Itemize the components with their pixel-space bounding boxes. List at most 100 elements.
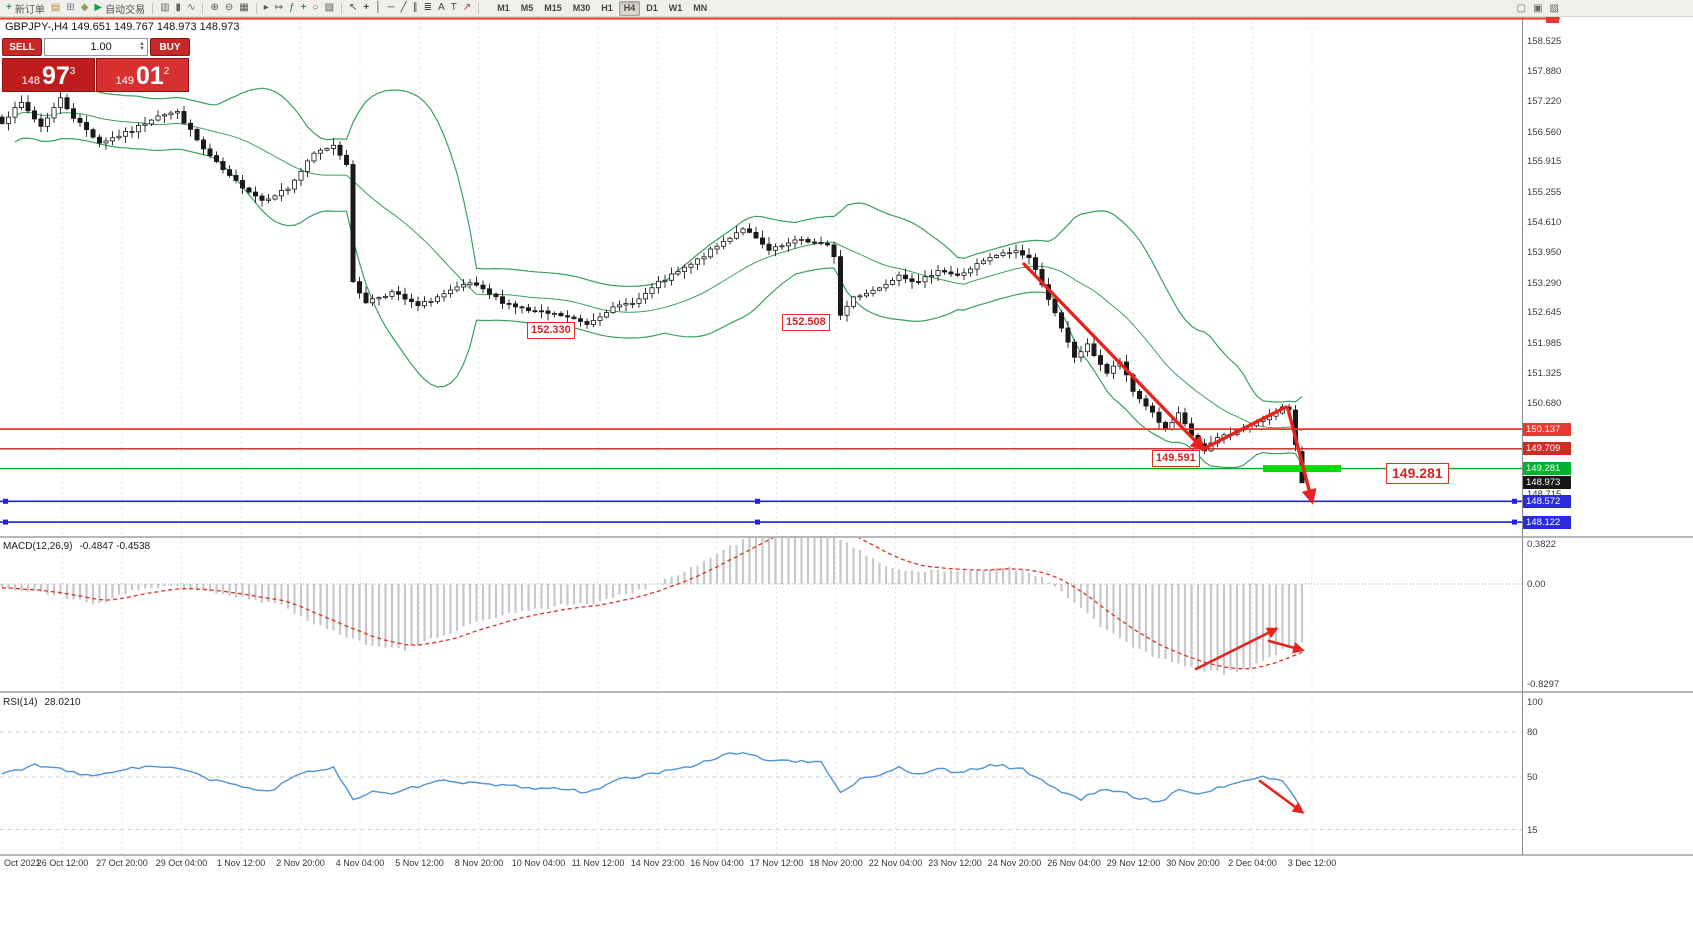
- price-annotation[interactable]: 152.508: [782, 314, 830, 331]
- time-axis-label: 2 Dec 04:00: [1228, 858, 1277, 868]
- trendline-icon[interactable]: ╱: [399, 1, 409, 15]
- timeframe-m5[interactable]: M5: [520, 2, 534, 13]
- time-axis-label: 3 Dec 12:00: [1287, 858, 1337, 868]
- rsi-axis-value: 80: [1527, 727, 1538, 738]
- price-tag[interactable]: 149.281: [1523, 462, 1571, 476]
- timeframe-mn[interactable]: MN: [693, 2, 708, 13]
- timeframe-d1[interactable]: D1: [646, 2, 658, 13]
- clipped-line-marker[interactable]: [1546, 12, 1559, 23]
- rsi-name: RSI(14): [3, 697, 38, 708]
- price-tag[interactable]: 148.973: [1523, 476, 1571, 490]
- volume-value: 1.00: [90, 41, 112, 53]
- horizontal-line-icon: ─: [387, 2, 395, 13]
- timeframe-m15[interactable]: M15: [544, 2, 562, 13]
- sell-price-button[interactable]: 148 97 3: [2, 58, 95, 92]
- zoom-in-icon[interactable]: ⊕: [208, 1, 220, 15]
- time-axis-label: 2 Nov 20:00: [276, 858, 325, 868]
- macd-signal-line: [1, 538, 1303, 670]
- price-tag[interactable]: 148.122: [1523, 515, 1571, 529]
- crosshair-icon[interactable]: +: [361, 1, 371, 15]
- buy-price-whole: 149: [115, 75, 134, 87]
- window-list-icon[interactable]: ▢: [1516, 2, 1527, 14]
- tick-chart-icon[interactable]: ▤: [49, 1, 62, 15]
- price-tag[interactable]: 150.137: [1523, 422, 1571, 436]
- trend-arrows[interactable]: [1022, 262, 1317, 814]
- time-axis-label: 30 Nov 20:00: [1166, 858, 1220, 868]
- buy-price-button[interactable]: 149 01 2: [96, 58, 189, 92]
- sell-price-pips: 97: [41, 62, 70, 90]
- price-annotation[interactable]: 152.330: [527, 322, 575, 339]
- auto-trading-button[interactable]: ▶ 自动交易: [92, 1, 147, 16]
- tick-chart-icon: ▤: [50, 2, 61, 13]
- strategy-tester-icon[interactable]: ▧: [1549, 2, 1559, 14]
- periods-icon: ○: [312, 2, 319, 13]
- price-annotation[interactable]: 149.281: [1386, 463, 1449, 484]
- text-label-icon[interactable]: T: [449, 1, 459, 15]
- text-icon[interactable]: A: [436, 1, 447, 15]
- macd-axis-value: 0.3822: [1527, 539, 1557, 550]
- price-tick: 151.985: [1527, 337, 1562, 349]
- horizontal-line-icon[interactable]: ─: [386, 1, 397, 15]
- templates-icon[interactable]: ▨: [323, 1, 336, 15]
- channel-icon: ∥: [412, 2, 418, 13]
- bars-chart-icon[interactable]: ▥: [158, 1, 171, 15]
- time-axis-label: 27 Oct 20:00: [96, 858, 148, 868]
- spinner-down-icon[interactable]: ▼: [139, 46, 145, 52]
- auto-trading-button-label: 自动交易: [105, 4, 146, 16]
- auto-scroll-icon[interactable]: ▸: [262, 1, 271, 15]
- one-click-trading-panel: SELL 1.00 ▲ ▼ BUY 148 97 3 149 01 2: [2, 38, 190, 92]
- timeframe-w1[interactable]: W1: [668, 2, 683, 13]
- text-icon: A: [438, 2, 445, 13]
- arrow-tool-icon[interactable]: ↗: [461, 1, 473, 15]
- buy-button[interactable]: BUY: [150, 38, 190, 56]
- zoom-out-icon[interactable]: ⊖: [223, 1, 235, 15]
- sell-price-whole: 148: [21, 75, 40, 87]
- chart-shift-icon[interactable]: ↦: [273, 1, 285, 15]
- price-tick: 155.255: [1527, 186, 1562, 198]
- price-tag[interactable]: 149.709: [1523, 442, 1571, 456]
- price-tag[interactable]: 148.572: [1523, 494, 1571, 508]
- sell-button[interactable]: SELL: [2, 38, 42, 56]
- timeframe-h4[interactable]: H4: [618, 0, 641, 16]
- time-axis-label: 26 Oct 12:00: [36, 858, 89, 868]
- vertical-line-icon[interactable]: │: [373, 1, 383, 15]
- zoom-out-icon: ⊖: [224, 2, 234, 13]
- time-axis-label: 29 Nov 12:00: [1106, 858, 1161, 868]
- indicators-icon[interactable]: ƒ: [287, 1, 297, 15]
- sell-price-point: 3: [69, 66, 76, 77]
- time-axis-label: 5 Nov 12:00: [395, 858, 444, 868]
- new-order-button: +: [6, 2, 12, 13]
- timeframe-h1[interactable]: H1: [601, 2, 613, 13]
- price-tick: 157.220: [1527, 96, 1562, 108]
- data-window-icon[interactable]: ▣: [1533, 2, 1543, 14]
- price-tick: 148.715: [1527, 489, 1561, 501]
- line-chart-icon[interactable]: ∿: [185, 1, 197, 15]
- new-order-button[interactable]: + 新订单: [4, 1, 47, 16]
- rsi-axis-value: 15: [1527, 824, 1538, 836]
- price-line-objects[interactable]: [0, 428, 1522, 525]
- timeframe-m30[interactable]: M30: [572, 2, 591, 13]
- volume-spinner[interactable]: ▲ ▼: [139, 41, 145, 52]
- time-axis-label: 18 Nov 20:00: [809, 858, 863, 868]
- arrow-tool-icon: ↗: [462, 2, 472, 13]
- price-tick: 155.915: [1527, 156, 1562, 168]
- tile-windows-icon[interactable]: ▦: [237, 1, 250, 15]
- bars-chart-icon: ▥: [160, 2, 170, 13]
- new-window-icon[interactable]: ⊞: [64, 1, 76, 15]
- channel-icon[interactable]: ∥: [411, 1, 420, 15]
- spinner-up-icon[interactable]: ▲: [139, 41, 145, 47]
- price-annotation[interactable]: 149.591: [1152, 450, 1200, 467]
- time-axis-label: 17 Nov 12:00: [749, 858, 804, 868]
- alert-icon[interactable]: ◆: [79, 1, 91, 15]
- tile-windows-icon: ▦: [239, 2, 249, 13]
- templates-icon: ▨: [324, 2, 335, 13]
- toolbar-right-group: ▢ ▣ ▧: [1515, 1, 1561, 15]
- candlestick-chart-icon[interactable]: ▮: [174, 1, 184, 15]
- add-indicator-icon[interactable]: +: [299, 1, 309, 15]
- timeframe-m1[interactable]: M1: [497, 2, 510, 13]
- fibonacci-icon[interactable]: ≣: [422, 1, 434, 15]
- add-indicator-icon: +: [300, 2, 307, 13]
- volume-input[interactable]: 1.00 ▲ ▼: [44, 38, 148, 56]
- cursor-icon[interactable]: ↖: [347, 1, 359, 15]
- periods-icon[interactable]: ○: [311, 1, 321, 15]
